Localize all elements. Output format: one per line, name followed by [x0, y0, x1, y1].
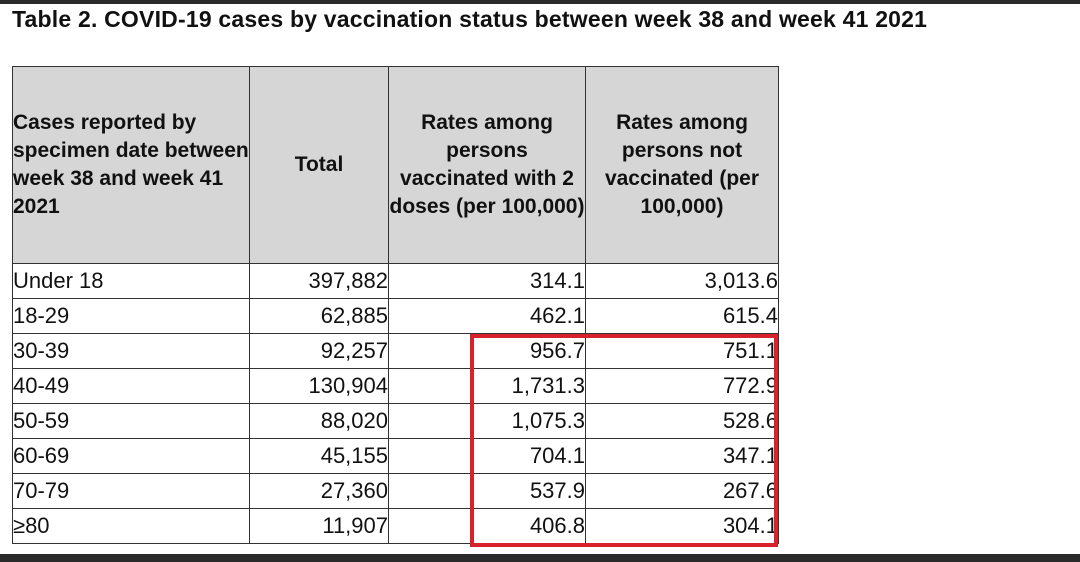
cell-rate-vaccinated: 704.1: [388, 438, 586, 474]
covid-cases-table: Cases reported by specimen date between …: [12, 66, 779, 544]
cell-age-group: 70-79: [12, 473, 250, 509]
top-frame-bar: [0, 0, 1080, 4]
table-header-row: Cases reported by specimen date between …: [12, 66, 779, 264]
cell-age-group: 30-39: [12, 333, 250, 369]
table-row: 60-69 45,155 704.1 347.1: [12, 438, 779, 474]
header-rates-not-vaccinated: Rates among persons not vaccinated (per …: [585, 66, 779, 264]
cell-rate-vaccinated: 1,075.3: [388, 403, 586, 439]
cell-rate-vaccinated: 406.8: [388, 508, 586, 544]
cell-total: 45,155: [249, 438, 389, 474]
cell-rate-not-vaccinated: 772.9: [585, 368, 779, 404]
cell-rate-vaccinated: 1,731.3: [388, 368, 586, 404]
cell-age-group: 18-29: [12, 298, 250, 334]
cell-age-group: ≥80: [12, 508, 250, 544]
table-row: ≥80 11,907 406.8 304.1: [12, 508, 779, 544]
header-cases-reported: Cases reported by specimen date between …: [12, 66, 250, 264]
cell-total: 88,020: [249, 403, 389, 439]
cell-age-group: 50-59: [12, 403, 250, 439]
cell-total: 11,907: [249, 508, 389, 544]
cell-age-group: Under 18: [12, 263, 250, 299]
table-row: 18-29 62,885 462.1 615.4: [12, 298, 779, 334]
table-row: 50-59 88,020 1,075.3 528.6: [12, 403, 779, 439]
cell-rate-not-vaccinated: 304.1: [585, 508, 779, 544]
cell-total: 397,882: [249, 263, 389, 299]
cell-rate-vaccinated: 537.9: [388, 473, 586, 509]
cell-rate-not-vaccinated: 267.6: [585, 473, 779, 509]
header-total: Total: [249, 66, 389, 264]
cell-rate-not-vaccinated: 751.1: [585, 333, 779, 369]
cell-rate-vaccinated: 956.7: [388, 333, 586, 369]
table-title: Table 2. COVID-19 cases by vaccination s…: [12, 6, 928, 32]
cell-rate-vaccinated: 314.1: [388, 263, 586, 299]
table-row: Under 18 397,882 314.1 3,013.6: [12, 263, 779, 299]
cell-total: 130,904: [249, 368, 389, 404]
cell-total: 27,360: [249, 473, 389, 509]
cell-rate-not-vaccinated: 528.6: [585, 403, 779, 439]
cell-rate-not-vaccinated: 615.4: [585, 298, 779, 334]
table-row: 40-49 130,904 1,731.3 772.9: [12, 368, 779, 404]
bottom-frame-bar: [0, 554, 1080, 562]
cell-rate-not-vaccinated: 347.1: [585, 438, 779, 474]
cell-age-group: 60-69: [12, 438, 250, 474]
cell-total: 92,257: [249, 333, 389, 369]
cell-rate-vaccinated: 462.1: [388, 298, 586, 334]
header-rates-vaccinated: Rates among persons vaccinated with 2 do…: [388, 66, 586, 264]
table-row: 30-39 92,257 956.7 751.1: [12, 333, 779, 369]
cell-rate-not-vaccinated: 3,013.6: [585, 263, 779, 299]
cell-total: 62,885: [249, 298, 389, 334]
cell-age-group: 40-49: [12, 368, 250, 404]
table-row: 70-79 27,360 537.9 267.6: [12, 473, 779, 509]
